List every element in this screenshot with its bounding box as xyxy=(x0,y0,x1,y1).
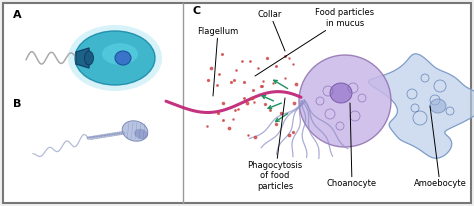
Text: Collar: Collar xyxy=(258,9,285,51)
Text: Phagocytosis
of food
particles: Phagocytosis of food particles xyxy=(247,98,302,191)
Polygon shape xyxy=(368,54,474,158)
Ellipse shape xyxy=(330,83,352,103)
Ellipse shape xyxy=(134,129,148,139)
Ellipse shape xyxy=(102,43,138,65)
Text: Food particles
in mucus: Food particles in mucus xyxy=(255,8,374,76)
Text: C: C xyxy=(193,6,201,16)
Text: Amoebocyte: Amoebocyte xyxy=(413,106,466,188)
Text: A: A xyxy=(13,10,22,20)
Text: Choanocyte: Choanocyte xyxy=(327,103,377,188)
Ellipse shape xyxy=(122,121,148,141)
Ellipse shape xyxy=(430,99,446,113)
Ellipse shape xyxy=(75,31,155,85)
Ellipse shape xyxy=(299,55,391,147)
Polygon shape xyxy=(76,48,89,68)
Ellipse shape xyxy=(68,25,162,91)
Ellipse shape xyxy=(84,51,93,65)
Ellipse shape xyxy=(115,51,131,65)
Text: Flagellum: Flagellum xyxy=(197,27,238,96)
Text: B: B xyxy=(13,99,21,109)
